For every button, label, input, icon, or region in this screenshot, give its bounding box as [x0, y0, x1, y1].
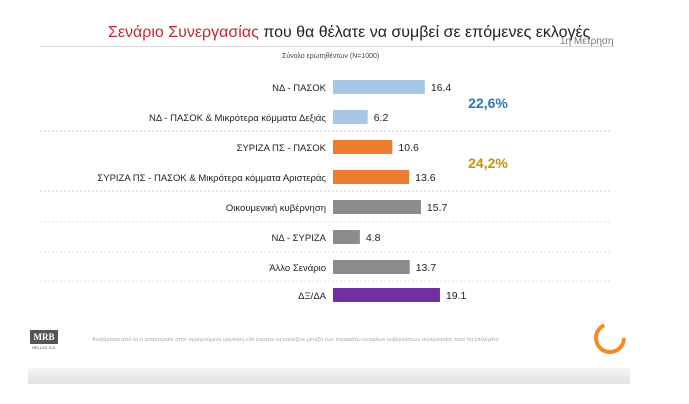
category-label: ΝΔ - ΣΥΡΙΖΑ [272, 233, 327, 244]
title-rest: που θα θέλατε να συμβεί σε επόμενες εκλο… [263, 24, 591, 41]
value-label: 6.2 [374, 112, 389, 124]
chart-title: Σενάριο Συνεργασίας που θα θέλατε να συμ… [108, 24, 590, 42]
group-total-label: 22,6% [468, 95, 508, 111]
bar [333, 260, 410, 274]
title-highlight: Σενάριο Συνεργασίας [108, 24, 259, 41]
bar [333, 170, 410, 184]
question-note: Ανεξάρτητα από το τι απαντήσατε στην προ… [92, 337, 500, 343]
bar [333, 230, 360, 244]
value-label: 19.1 [446, 290, 467, 302]
open-logo-icon [594, 322, 626, 354]
title-divider [40, 46, 614, 47]
value-label: 13.6 [415, 172, 436, 184]
category-label: ΝΔ - ΠΑΣΟΚ [272, 83, 327, 94]
bar [333, 80, 425, 94]
category-label: ΔΞ/ΔΑ [298, 291, 327, 302]
value-label: 16.4 [431, 82, 452, 94]
value-label: 13.7 [416, 262, 437, 274]
category-label: Άλλο Σενάριο [269, 263, 326, 274]
value-label: 4.8 [366, 232, 381, 244]
mrb-logo-text: MRB [30, 330, 58, 344]
group-total-label: 24,2% [468, 155, 508, 171]
category-label: Οικουμενική κυβέρνηση [226, 203, 326, 214]
category-label: ΣΥΡΙΖΑ ΠΣ - ΠΑΣΟΚ [237, 143, 327, 154]
value-label: 15.7 [427, 202, 448, 214]
mrb-logo: MRB HELLAS S.A. [30, 330, 58, 352]
value-label: 10.6 [398, 142, 419, 154]
bar [333, 140, 393, 154]
bar [333, 288, 440, 302]
chart-subtitle: Σύνολο ερωτηθέντων (N=1000) [282, 53, 380, 60]
slide-panel [28, 14, 630, 384]
bar [333, 110, 368, 124]
bottom-bar [28, 368, 630, 384]
bar [333, 200, 421, 214]
measurement-label: 1η Μέτρηση [560, 36, 614, 47]
mrb-logo-sub: HELLAS S.A. [31, 345, 56, 350]
category-label: ΝΔ - ΠΑΣΟΚ & Μικρότερα κόμματα Δεξιάς [149, 113, 326, 124]
category-label: ΣΥΡΙΖΑ ΠΣ - ΠΑΣΟΚ & Μικρότερα κόμματα Αρ… [97, 173, 326, 184]
